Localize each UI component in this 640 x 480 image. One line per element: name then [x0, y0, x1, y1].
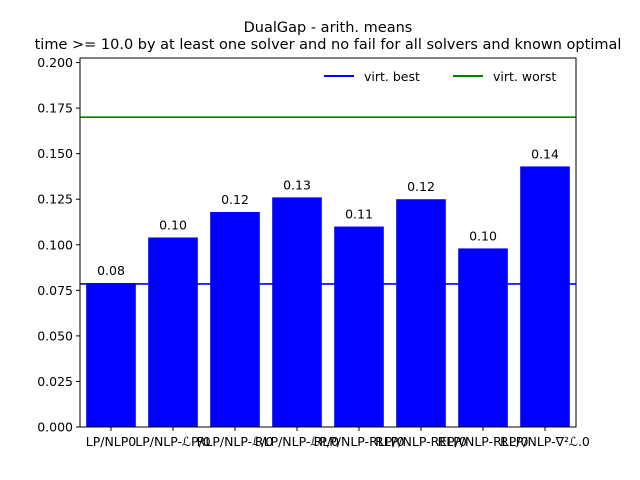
bar — [458, 248, 508, 427]
plot-area: 0.000 0.025 0.050 0.075 0.100 0.125 0.150 0.175… — [37, 55, 590, 449]
y-tick-label: 0.075 — [37, 283, 73, 298]
x-tick-label: LP/NLP0 — [86, 434, 137, 449]
bar-data-label: 0.14 — [531, 146, 559, 161]
bar-data-label: 0.12 — [407, 179, 435, 194]
x-tick-label: RLP/NLP-RLP/0 — [438, 434, 529, 449]
bar — [334, 226, 384, 427]
y-tick-label: 0.125 — [37, 192, 73, 207]
bar — [272, 197, 322, 427]
y-tick-label: 0.100 — [37, 237, 73, 252]
bar — [520, 166, 570, 427]
chart-subtitle: time >= 10.0 by at least one solver and … — [35, 37, 622, 53]
bar-data-label: 0.13 — [283, 177, 311, 192]
x-tick-label: RLP/NLP-ℒP/0 — [255, 434, 339, 449]
bar — [86, 283, 136, 427]
bar-data-label: 0.10 — [469, 228, 497, 243]
x-tick-label: RLP/NLP-RLP/0 — [314, 434, 405, 449]
legend-label-virt-best: virt. best — [364, 69, 420, 84]
bar — [210, 211, 260, 427]
legend-label-virt-worst: virt. worst — [493, 69, 556, 84]
y-tick-label: 0.000 — [37, 420, 73, 435]
bar-data-label: 0.12 — [221, 192, 249, 207]
bar-data-label: 0.08 — [97, 263, 125, 278]
chart-title: DualGap - arith. means — [244, 20, 413, 36]
x-tick-label: RLP/NLP-REP/0 — [375, 434, 467, 449]
bar — [148, 237, 198, 427]
axes-frame — [79, 57, 577, 428]
bar-data-label: 0.10 — [159, 217, 187, 232]
bar — [396, 199, 446, 427]
x-tick-label: LP/NLP-ℒP/0 — [135, 434, 211, 449]
x-tick-label: RLP/NLP-∇²ℒ.0 — [500, 434, 590, 449]
y-tick-label: 0.175 — [37, 101, 73, 116]
x-tick-label: RLP/NLP-ℒ/0 — [197, 434, 274, 449]
y-tick-label: 0.200 — [37, 55, 73, 70]
legend: virt. best virt. worst — [324, 69, 556, 84]
y-tick-label: 0.050 — [37, 328, 73, 343]
y-tick-label: 0.025 — [37, 374, 73, 389]
y-tick-label: 0.150 — [37, 146, 73, 161]
bar-data-label: 0.11 — [345, 207, 373, 222]
